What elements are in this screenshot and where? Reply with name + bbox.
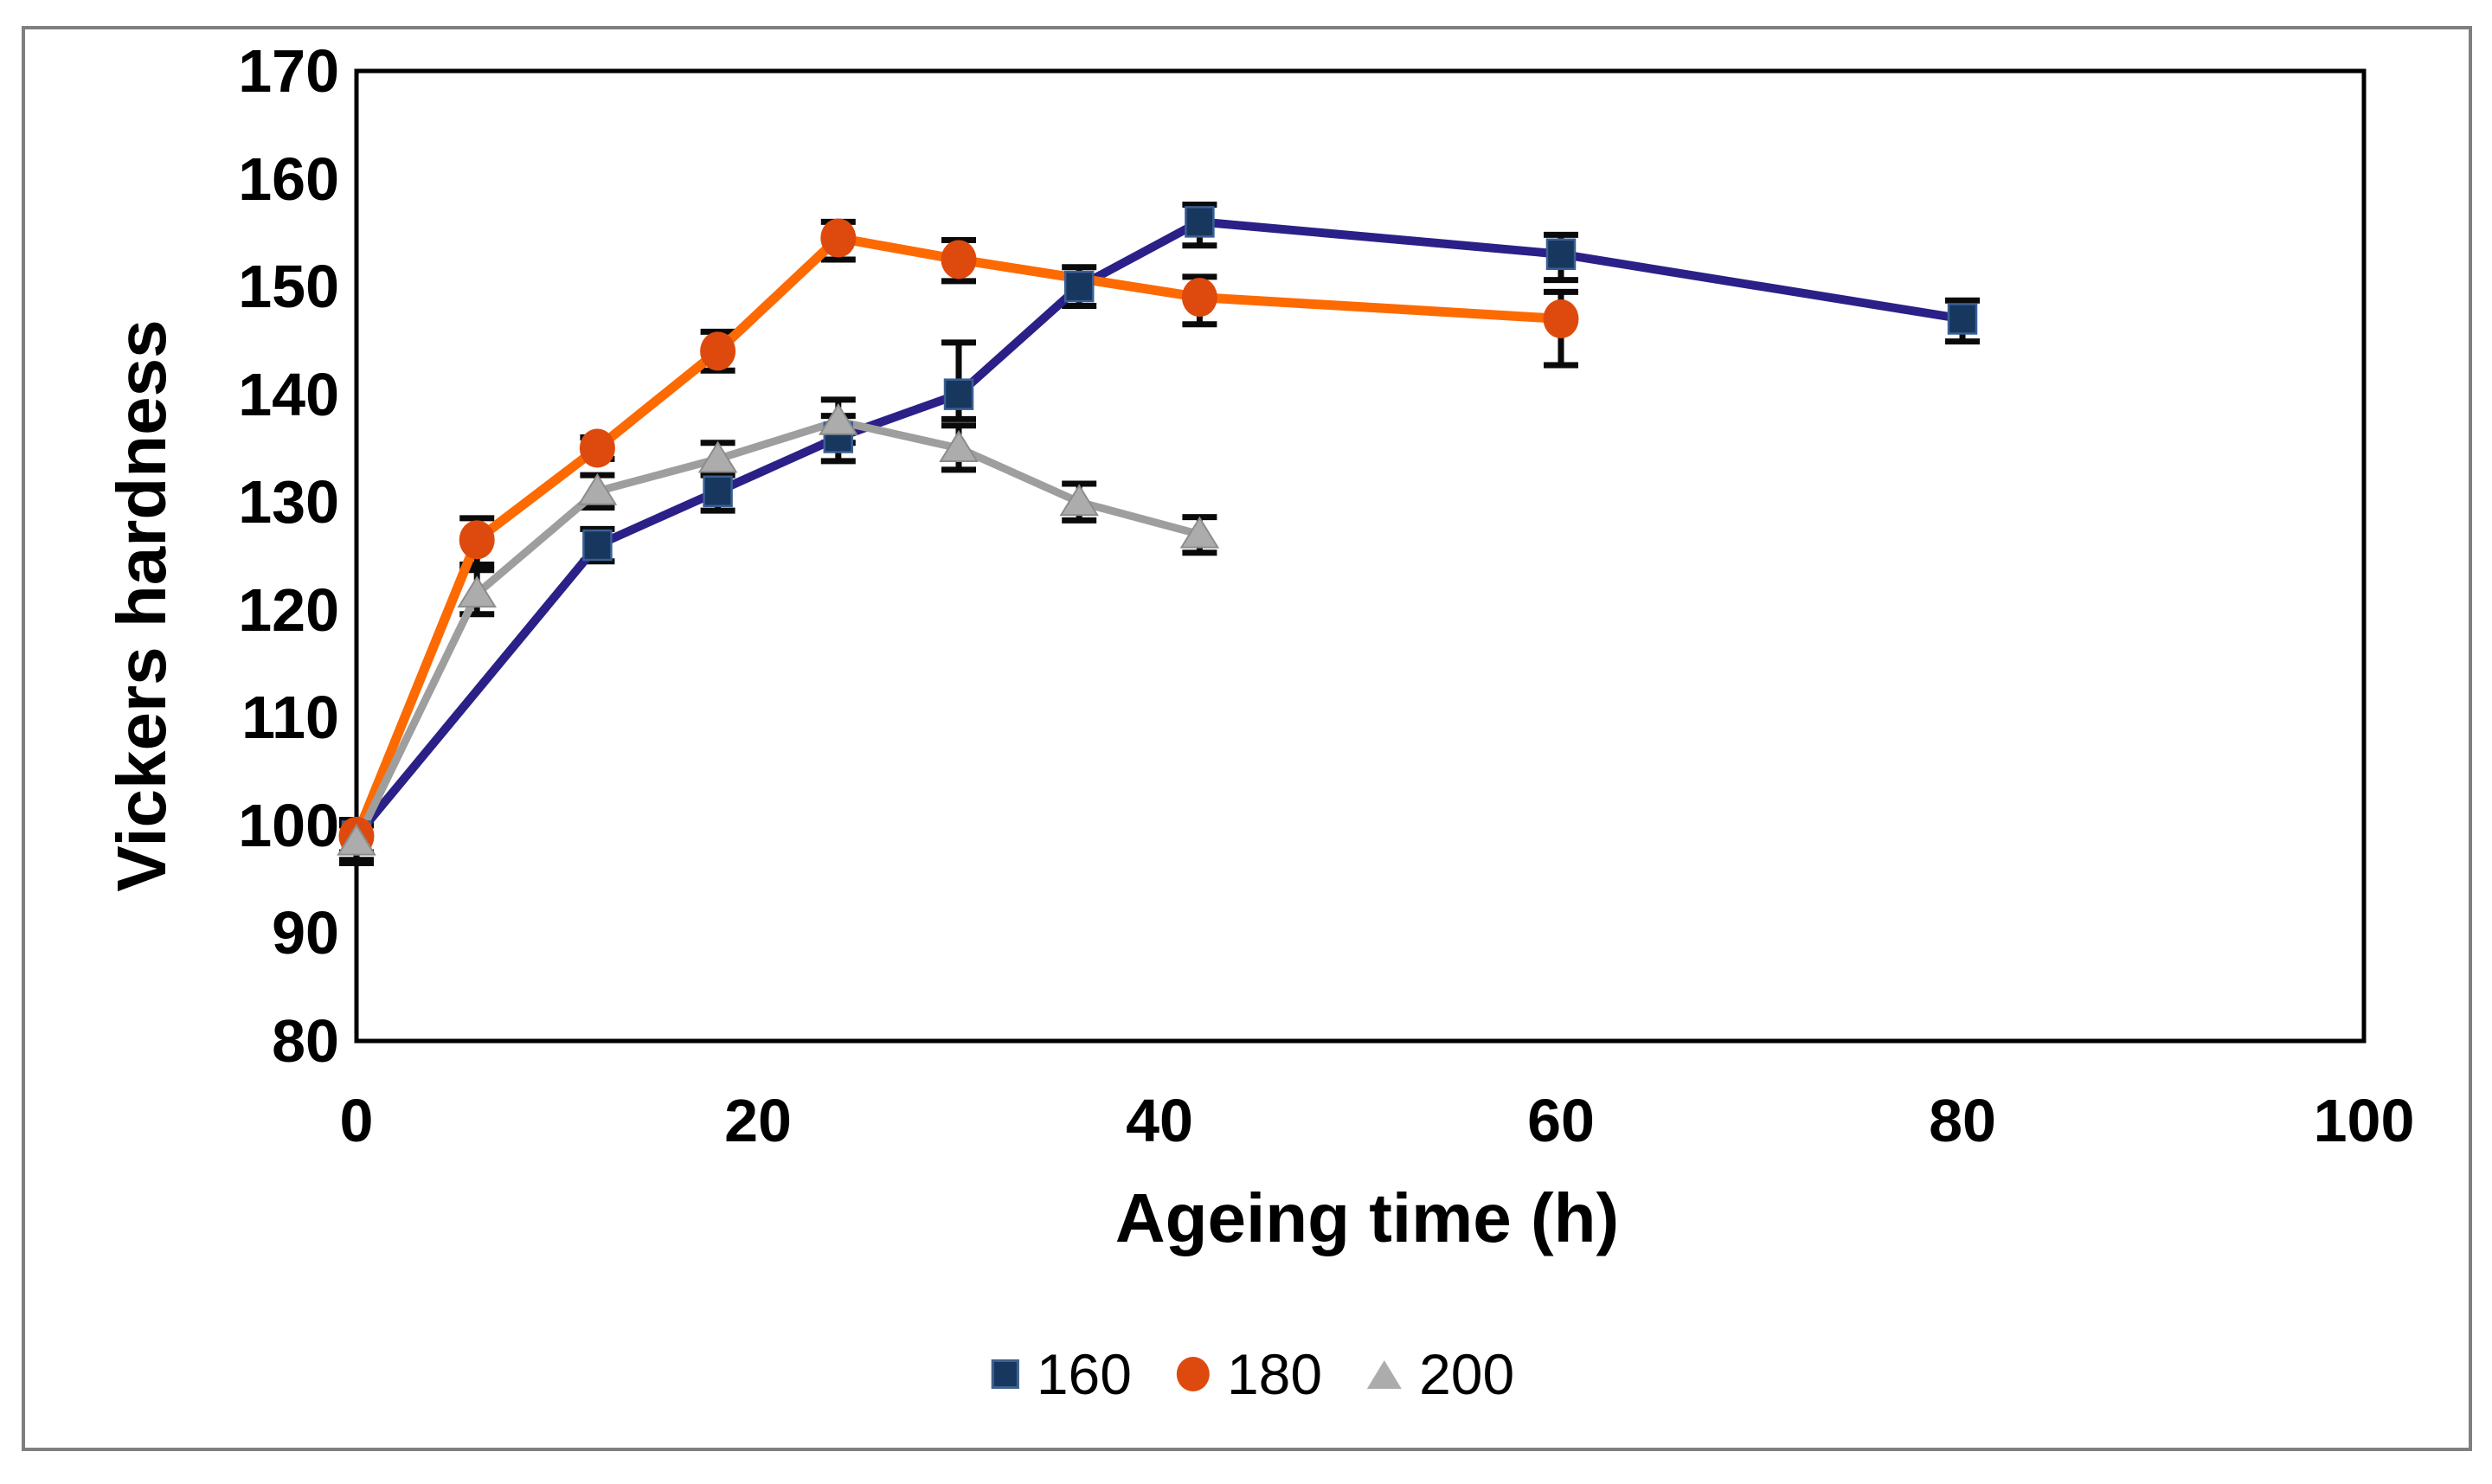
y-axis-title: Vickers hardness (103, 319, 180, 892)
x-tick-label: 80 (1929, 1087, 1996, 1154)
square-marker-icon (991, 1359, 1019, 1389)
legend-label: 180 (1226, 1342, 1323, 1406)
plot-frame (354, 68, 2367, 1044)
series-line-200 (352, 417, 1201, 844)
legend-item-200: 200 (1367, 1341, 1514, 1407)
y-tick-label: 150 (238, 253, 339, 321)
x-tick-label: 20 (724, 1087, 792, 1154)
error-bars-200 (339, 396, 1217, 866)
x-tick-label: 40 (1126, 1087, 1193, 1154)
legend-label: 200 (1419, 1342, 1515, 1406)
y-tick-label: 100 (238, 791, 339, 859)
triangle-marker-icon (1367, 1359, 1403, 1389)
error-bars-180 (339, 218, 1578, 856)
series-markers-200 (337, 402, 1220, 856)
y-tick-label: 140 (238, 360, 339, 428)
x-tick-label: 60 (1527, 1087, 1595, 1154)
legend-item-180: 180 (1176, 1341, 1323, 1407)
circle-marker-icon (1176, 1357, 1210, 1391)
y-tick-label: 80 (272, 1007, 339, 1075)
legend-item-160: 160 (991, 1341, 1132, 1407)
y-tick-label: 110 (241, 684, 339, 752)
chart-legend: 160 180 200 (991, 1341, 1514, 1407)
x-tick-label: 0 (339, 1087, 374, 1154)
y-tick-label: 120 (238, 575, 339, 644)
y-tick-label: 160 (238, 145, 339, 213)
legend-label: 160 (1036, 1342, 1132, 1406)
y-tick-label: 170 (238, 37, 339, 105)
series-markers-180 (338, 218, 1579, 856)
y-tick-label: 130 (238, 468, 339, 536)
x-axis-title: Ageing time (h) (1114, 1179, 1620, 1256)
series-line-180 (351, 233, 1562, 838)
x-tick-label: 100 (2313, 1087, 2415, 1154)
y-tick-label: 90 (272, 899, 339, 967)
figure-border (22, 26, 2472, 1451)
